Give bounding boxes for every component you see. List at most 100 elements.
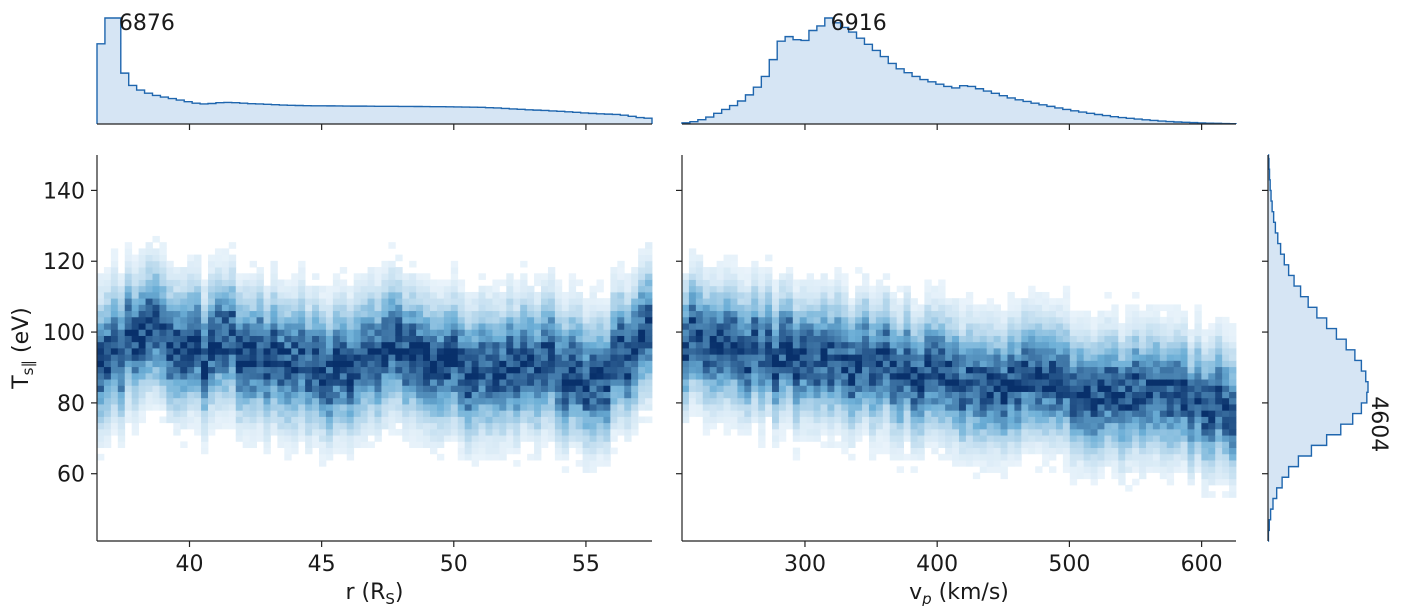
- heatmap-cell: [235, 354, 244, 361]
- heatmap-cell: [214, 410, 223, 417]
- heatmap-cell: [737, 372, 745, 380]
- heatmap-cell: [194, 285, 202, 293]
- heatmap-cell: [367, 416, 375, 424]
- heatmap-cell: [381, 391, 389, 399]
- heatmap-cell: [709, 360, 718, 368]
- heatmap-cell: [1215, 447, 1223, 455]
- heatmap-cell: [827, 422, 835, 430]
- heatmap-cell: [1069, 478, 1078, 486]
- heatmap-cell: [855, 379, 863, 386]
- heatmap-cell: [993, 404, 1001, 411]
- heatmap-cell: [959, 385, 967, 392]
- heatmap-cell: [228, 316, 237, 324]
- heatmap-cell: [945, 428, 953, 436]
- heatmap-cell: [695, 354, 704, 361]
- heatmap-cell: [478, 435, 486, 442]
- heatmap-cell: [1076, 404, 1085, 411]
- heatmap-cell: [1145, 404, 1154, 411]
- heatmap-cell: [1062, 335, 1071, 343]
- histogram-fill: [1268, 155, 1368, 541]
- heatmap-cell: [645, 323, 653, 330]
- heatmap-cell: [291, 273, 299, 280]
- heatmap-cell: [541, 428, 549, 436]
- heatmap-cell: [965, 379, 974, 386]
- heatmap-cell: [117, 354, 126, 361]
- heatmap-cell: [298, 372, 306, 380]
- heatmap-cell: [744, 323, 752, 330]
- heatmap-cell: [436, 354, 445, 361]
- heatmap-cell: [972, 360, 981, 368]
- heatmap-cell: [993, 348, 1001, 355]
- heatmap-cell: [813, 341, 821, 349]
- heatmap-cell: [464, 366, 473, 374]
- heatmap-cell: [284, 397, 292, 405]
- heatmap-cell: [291, 441, 299, 449]
- heatmap-cell: [173, 372, 181, 380]
- heatmap-cell: [298, 360, 306, 368]
- heatmap-cell: [430, 310, 438, 318]
- heatmap-cell: [235, 391, 244, 399]
- heatmap-cell: [423, 316, 431, 324]
- heatmap-cell: [110, 379, 119, 386]
- heatmap-cell: [792, 316, 801, 324]
- heatmap-cell: [117, 329, 126, 336]
- heatmap-cell: [993, 447, 1001, 455]
- heatmap-cell: [117, 366, 126, 374]
- heatmap-cell: [582, 354, 590, 361]
- heatmap-cell: [645, 279, 653, 287]
- heatmap-cell: [993, 341, 1001, 349]
- heatmap-cell: [603, 404, 611, 411]
- heatmap-cell: [346, 285, 355, 293]
- heatmap-cell: [485, 428, 493, 436]
- heatmap-cell: [346, 298, 355, 305]
- heatmap-cell: [931, 298, 939, 305]
- heatmap-cell: [409, 385, 417, 392]
- heatmap-cell: [541, 397, 549, 405]
- heatmap-cell: [242, 435, 251, 442]
- heatmap-cell: [1097, 335, 1105, 343]
- heatmap-cell: [624, 291, 632, 299]
- heatmap-cell: [527, 335, 535, 343]
- heatmap-cell: [568, 348, 577, 355]
- heatmap-cell: [1097, 341, 1105, 349]
- heatmap-cell: [1166, 404, 1175, 411]
- heatmap-cell: [131, 316, 140, 324]
- heatmap-cell: [312, 304, 320, 312]
- heatmap-cell: [1118, 366, 1126, 374]
- heatmap-cell: [485, 391, 493, 399]
- heatmap-cell: [187, 329, 195, 336]
- heatmap-cell: [882, 441, 891, 449]
- heatmap-cell: [485, 385, 493, 392]
- heatmap-cell: [416, 273, 424, 280]
- heatmap-cell: [1014, 348, 1022, 355]
- heatmap-cell: [896, 354, 904, 361]
- heatmap-cell: [855, 304, 863, 312]
- heatmap-cell: [166, 404, 174, 411]
- heatmap-cell: [464, 341, 473, 349]
- heatmap-cell: [1021, 310, 1029, 318]
- heatmap-cell: [765, 298, 773, 305]
- heatmap-cell: [695, 379, 704, 386]
- y-tick-label: 120: [43, 250, 85, 275]
- heatmap-cell: [568, 335, 577, 343]
- heatmap-cell: [1139, 323, 1147, 330]
- heatmap-cell: [785, 323, 794, 330]
- heatmap-cell: [827, 291, 835, 299]
- heatmap-cell: [624, 366, 632, 374]
- heatmap-cell: [688, 335, 697, 343]
- heatmap-cell: [436, 279, 445, 287]
- heatmap-cell: [242, 410, 251, 417]
- heatmap-cell: [868, 329, 877, 336]
- heatmap-cell: [194, 273, 202, 280]
- heatmap-cell: [1152, 379, 1161, 386]
- heatmap-cell: [325, 329, 334, 336]
- heatmap-cell: [1069, 428, 1078, 436]
- heatmap-cell: [1007, 453, 1015, 461]
- heatmap-cell: [1187, 348, 1195, 355]
- heatmap-cell: [631, 385, 639, 392]
- heatmap-cell: [353, 379, 362, 386]
- heatmap-cell: [917, 341, 925, 349]
- heatmap-cell: [464, 329, 473, 336]
- heatmap-cell: [855, 267, 863, 274]
- heatmap-cell: [402, 348, 410, 355]
